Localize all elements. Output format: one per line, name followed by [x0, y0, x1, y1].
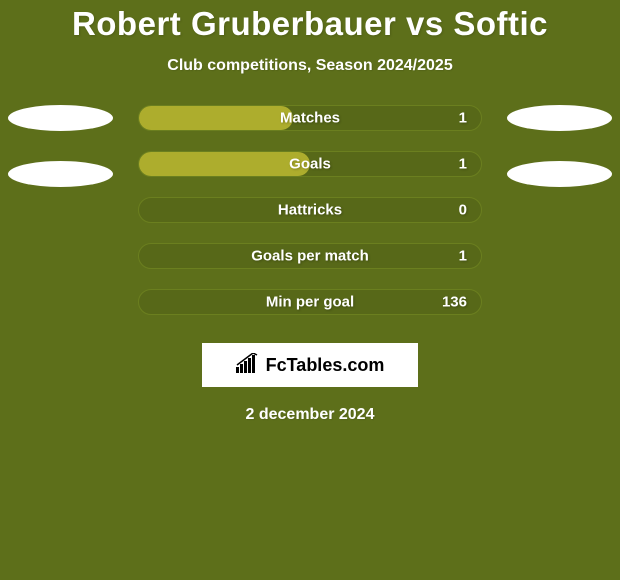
- stat-label: Goals: [289, 156, 331, 173]
- stat-bar: Goals 1: [138, 151, 482, 177]
- stat-value: 0: [459, 202, 467, 219]
- stats-area: Matches 1 Goals 1 Hattricks 0 Goals per match 1…: [0, 105, 620, 315]
- stat-value: 1: [459, 110, 467, 127]
- infographic-container: Robert Gruberbauer vs Softic Club compet…: [0, 0, 620, 580]
- stat-label: Hattricks: [278, 202, 342, 219]
- stat-bar: Matches 1: [138, 105, 482, 131]
- stat-bars-column: Matches 1 Goals 1 Hattricks 0 Goals per match 1…: [138, 105, 482, 315]
- player-right-ellipse: [507, 161, 612, 187]
- stat-label: Goals per match: [251, 248, 369, 265]
- player-left-ellipse: [8, 161, 113, 187]
- logo-text: FcTables.com: [266, 355, 385, 376]
- left-ellipse-column: [8, 105, 113, 187]
- bar-chart-icon: [236, 353, 260, 378]
- stat-bar: Goals per match 1: [138, 243, 482, 269]
- stat-value: 1: [459, 248, 467, 265]
- stat-value: 1: [459, 156, 467, 173]
- player-left-ellipse: [8, 105, 113, 131]
- logo-box: FcTables.com: [202, 343, 418, 387]
- stat-bar-fill: [139, 106, 293, 130]
- stat-label: Matches: [280, 110, 340, 127]
- player-right-ellipse: [507, 105, 612, 131]
- comparison-title: Robert Gruberbauer vs Softic: [0, 5, 620, 43]
- stat-label: Min per goal: [266, 294, 354, 311]
- right-ellipse-column: [507, 105, 612, 187]
- stat-bar-fill: [139, 152, 310, 176]
- stat-bar: Min per goal 136: [138, 289, 482, 315]
- stat-bar: Hattricks 0: [138, 197, 482, 223]
- date-text: 2 december 2024: [0, 406, 620, 424]
- subtitle: Club competitions, Season 2024/2025: [0, 57, 620, 75]
- stat-value: 136: [442, 294, 467, 311]
